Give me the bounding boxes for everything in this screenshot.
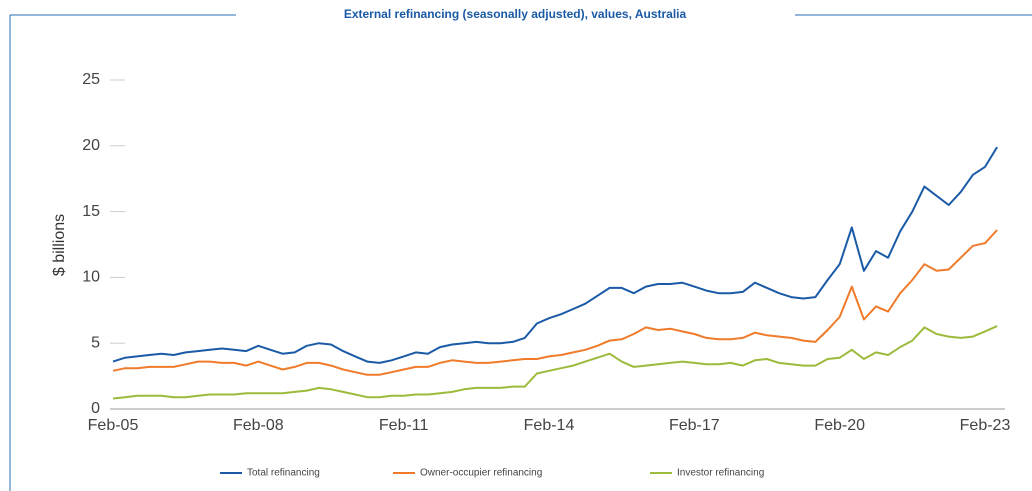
legend-label: Total refinancing xyxy=(247,468,320,479)
x-tick-label: Feb-17 xyxy=(669,417,720,434)
series-line xyxy=(112,229,998,376)
legend-label: Investor refinancing xyxy=(677,468,764,479)
y-tick-label: 10 xyxy=(82,269,100,286)
series-line xyxy=(112,325,998,400)
x-tick-label: Feb-23 xyxy=(960,417,1011,434)
legend-label: Owner-occupier refinancing xyxy=(420,468,542,479)
x-tick-label: Feb-05 xyxy=(88,417,139,434)
y-tick-label: 5 xyxy=(91,334,100,351)
y-axis-label: $ billions xyxy=(51,214,68,276)
x-tick-label: Feb-20 xyxy=(814,417,865,434)
y-tick-label: 15 xyxy=(82,203,100,220)
x-tick-label: Feb-14 xyxy=(524,417,575,434)
y-tick-label: 0 xyxy=(91,400,100,417)
chart-title: External refinancing (seasonally adjuste… xyxy=(344,7,687,21)
x-tick-label: Feb-08 xyxy=(233,417,284,434)
x-tick-label: Feb-11 xyxy=(379,417,429,434)
y-tick-label: 20 xyxy=(82,137,100,154)
y-tick-label: 25 xyxy=(82,71,100,88)
series-line xyxy=(112,146,998,364)
